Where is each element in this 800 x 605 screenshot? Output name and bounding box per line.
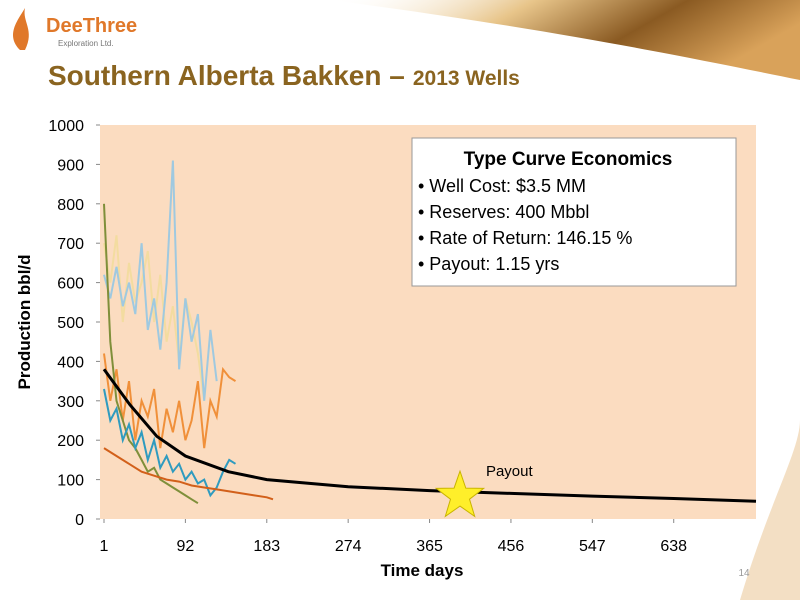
title-sub: 2013 Wells xyxy=(413,67,520,90)
payout-star xyxy=(434,469,486,518)
x-tick-label: 1 xyxy=(100,538,109,555)
x-tick-label: 183 xyxy=(253,538,280,555)
y-tick-label: 0 xyxy=(75,512,84,529)
annotation-box: Type Curve Economics • Well Cost: $3.5 M… xyxy=(411,137,737,287)
x-tick-label: 456 xyxy=(498,538,525,555)
plot xyxy=(102,160,757,505)
box-item: • Rate of Return: 146.15 % xyxy=(418,228,632,248)
logo-name: DeeThree xyxy=(46,15,137,37)
y-tick-label: 100 xyxy=(57,473,84,490)
series-line xyxy=(103,447,274,501)
box-item: • Well Cost: $3.5 MM xyxy=(418,176,586,196)
y-tick-label: 600 xyxy=(57,276,84,293)
slide-title: Southern Alberta Bakken – 2013 Wells xyxy=(48,60,520,91)
x-tick-label: 92 xyxy=(176,538,194,555)
y-tick-label: 800 xyxy=(57,197,84,214)
y-tick-label: 400 xyxy=(57,354,84,371)
x-tick-label: 547 xyxy=(579,538,606,555)
logo-flame xyxy=(13,8,29,50)
box xyxy=(411,137,737,287)
decoration xyxy=(330,0,800,80)
y-tick-label: 1000 xyxy=(48,118,84,135)
x-axis-label: Time days xyxy=(381,561,464,580)
x-tick-label: 638 xyxy=(660,538,687,555)
x-tick-label: 274 xyxy=(335,538,362,555)
title-main: Southern Alberta Bakken – xyxy=(48,60,405,91)
series-line xyxy=(103,160,218,401)
series-line xyxy=(103,388,237,498)
series-line xyxy=(103,203,199,505)
box-item: • Reserves: 400 Mbbl xyxy=(418,202,589,222)
box-title: Type Curve Economics xyxy=(464,149,673,170)
y-tick-label: 700 xyxy=(57,236,84,253)
logo: DeeThree Exploration Ltd. xyxy=(13,8,137,50)
y-tick-label: 200 xyxy=(57,433,84,450)
x-tick-label: 365 xyxy=(416,538,443,555)
decoration xyxy=(740,420,800,600)
y-tick-label: 900 xyxy=(57,157,84,174)
box-item: • Payout: 1.15 yrs xyxy=(418,254,559,274)
page-number: 14 xyxy=(738,568,750,579)
payout-label: Payout xyxy=(486,463,534,480)
y-tick-label: 500 xyxy=(57,315,84,332)
y-tick-label: 300 xyxy=(57,394,84,411)
logo-subtitle: Exploration Ltd. xyxy=(58,39,114,48)
y-axis-label: Production bbl/d xyxy=(15,254,34,389)
series-line xyxy=(102,368,757,503)
